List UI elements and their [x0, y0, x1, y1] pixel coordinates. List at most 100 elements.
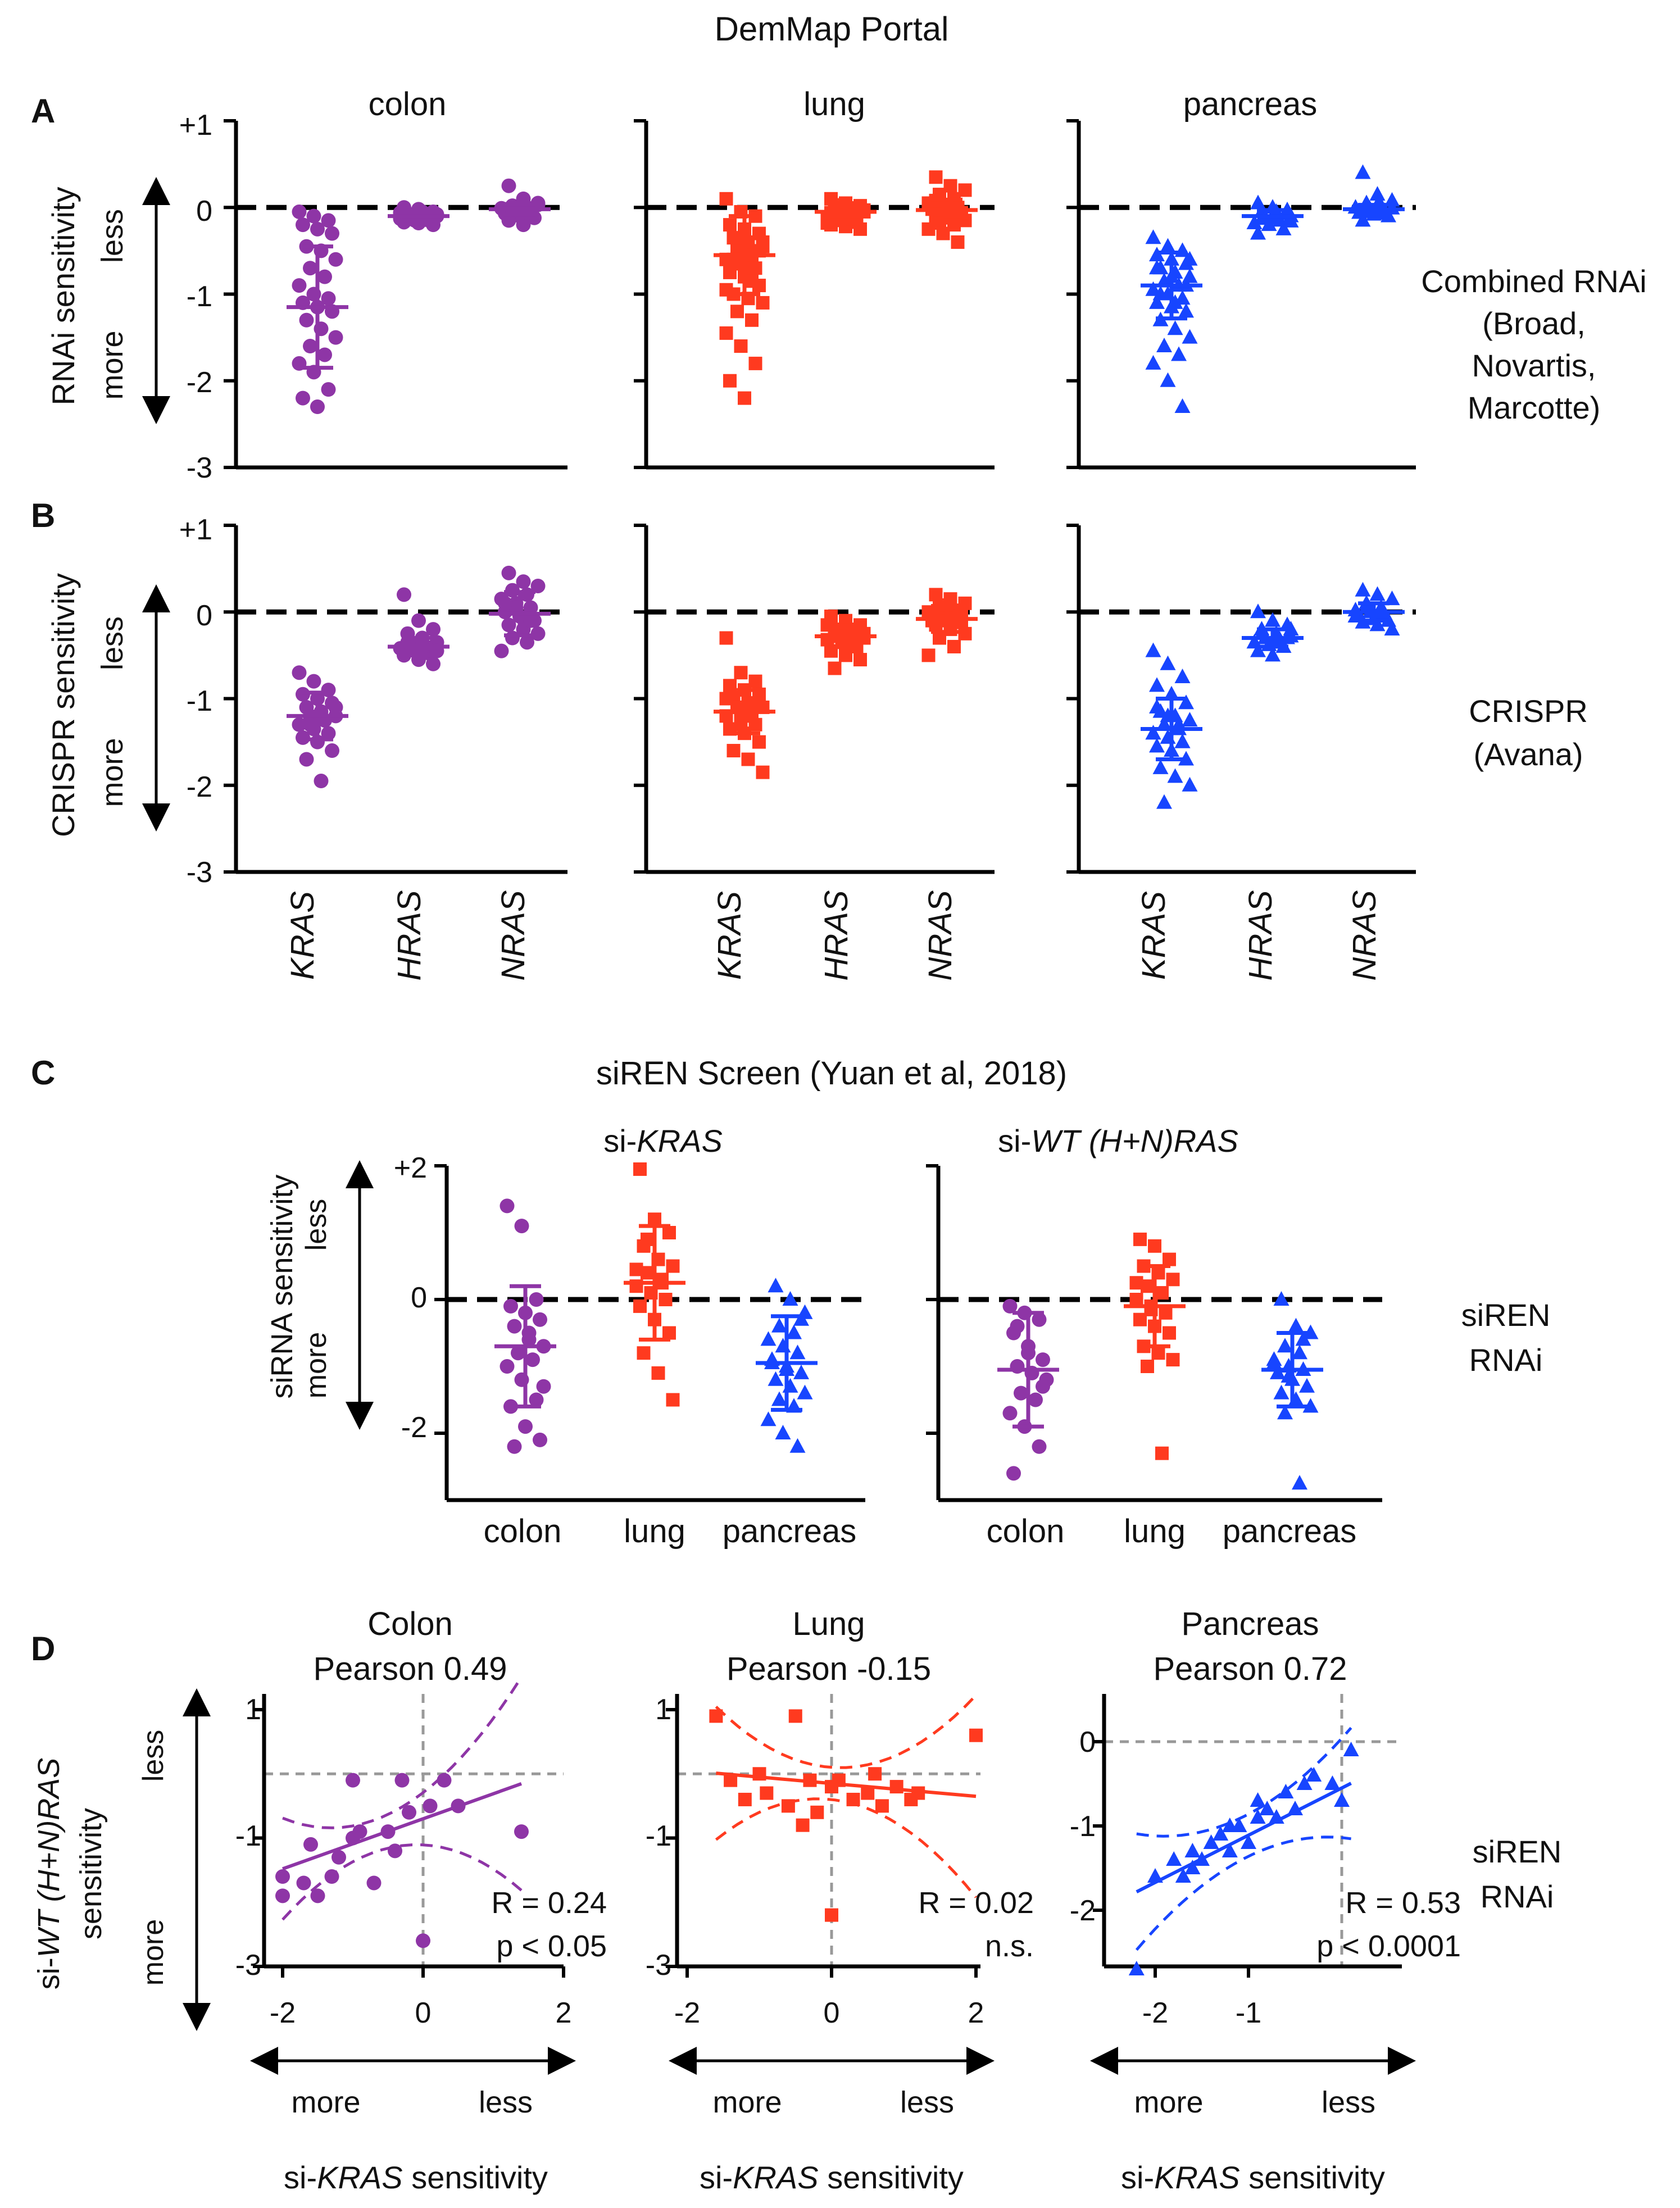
data-point: [748, 696, 762, 710]
data-point: [310, 399, 325, 415]
data-point: [1010, 1319, 1025, 1334]
data-point: [1299, 1378, 1315, 1393]
data-point: [523, 600, 538, 615]
data-point: [1175, 1868, 1191, 1883]
strip-plot-B-colon: [224, 524, 567, 874]
xlabel-prefix: si-: [284, 2160, 317, 2195]
data-point: [738, 1792, 752, 1806]
panel-d-arrow-less: less: [137, 1730, 170, 1782]
data-point: [317, 269, 332, 284]
data-point: [507, 1439, 522, 1454]
data-point: [637, 1346, 651, 1360]
data-point: [760, 1331, 777, 1346]
data-point: [648, 1212, 661, 1226]
d2-x-less: less: [900, 2086, 954, 2119]
gene-label-kras: KRAS: [1136, 891, 1172, 980]
data-point: [748, 356, 762, 370]
data-point: [1288, 1317, 1304, 1333]
data-point: [1036, 1379, 1050, 1394]
d1-xtick-m2: -2: [270, 1997, 296, 2029]
confidence-band-upper: [282, 1676, 523, 1829]
data-point: [525, 1352, 540, 1367]
data-point: [1174, 398, 1191, 414]
data-point: [810, 1805, 824, 1819]
data-point: [1302, 1324, 1319, 1339]
data-point: [1250, 603, 1266, 619]
data-point: [501, 178, 516, 193]
data-point: [796, 1818, 810, 1832]
data-point: [839, 648, 852, 662]
data-point: [768, 1371, 784, 1386]
data-point: [314, 774, 329, 789]
xlabel-gene: KRAS: [317, 2160, 403, 2195]
panel-b-ytick-p1: +1: [179, 514, 212, 546]
data-point: [500, 1359, 515, 1374]
data-point: [1292, 1475, 1307, 1490]
data-point: [1141, 1360, 1154, 1373]
data-point: [1178, 694, 1194, 710]
scatter-plot-pancreas: [1093, 1694, 1402, 1978]
data-point: [1174, 733, 1191, 748]
panel-a-side-label-4: Marcotte): [1468, 390, 1601, 425]
data-point: [719, 631, 733, 645]
data-point: [921, 222, 936, 236]
strip-plot-A-pancreas: [1066, 119, 1416, 470]
data-point: [397, 587, 411, 602]
data-point: [1032, 1312, 1047, 1327]
data-point: [332, 1850, 346, 1865]
data-point: [514, 1824, 529, 1839]
d1-x-more: more: [291, 2086, 360, 2119]
data-point: [1250, 225, 1266, 240]
data-point: [730, 231, 744, 245]
data-point: [853, 653, 867, 667]
panel-d-side-label-2: RNAi: [1481, 1879, 1554, 1914]
subtitle-prefix: si-: [998, 1123, 1031, 1158]
data-point: [797, 1384, 813, 1400]
data-point: [1160, 372, 1176, 387]
data-point: [500, 1198, 515, 1214]
panel-c-ytick-m2: -2: [401, 1411, 427, 1444]
panel-b-ylabel: CRISPR sensitivity: [46, 573, 81, 837]
data-point: [306, 208, 321, 224]
panel-a-ylabel: RNAi sensitivity: [46, 187, 81, 406]
data-point: [659, 1293, 673, 1306]
xlabel-suffix: sensitivity: [819, 2160, 964, 2195]
data-point: [1133, 1232, 1147, 1246]
data-point: [1129, 1276, 1143, 1290]
data-point: [296, 1875, 311, 1891]
data-point: [1128, 1961, 1145, 1975]
d2-r-value: R = 0.02: [918, 1886, 1034, 1920]
data-point: [388, 1843, 402, 1859]
data-point: [296, 390, 310, 406]
data-point: [501, 565, 516, 580]
data-point: [529, 1292, 544, 1307]
data-point: [514, 1219, 529, 1234]
strip-plot-A-colon: [224, 119, 567, 470]
d2-xtick-0: 0: [824, 1997, 840, 2029]
data-point: [352, 1824, 367, 1839]
xlabel-gene: KRAS: [733, 2160, 819, 2195]
panel-c-ytick-0: 0: [411, 1282, 427, 1314]
data-point: [1156, 338, 1172, 353]
data-point: [1343, 1742, 1359, 1756]
data-point: [1166, 1851, 1182, 1866]
data-point: [1266, 1355, 1282, 1370]
panel-d-title-pancreas: Pancreas: [1181, 1606, 1319, 1642]
data-point: [760, 1786, 774, 1800]
data-point: [789, 1438, 806, 1453]
data-point: [1174, 668, 1191, 683]
data-point: [756, 765, 770, 779]
data-point: [788, 1709, 802, 1723]
data-point: [641, 1232, 654, 1246]
data-point: [530, 578, 546, 593]
panel-b-gene-labels: KRAS HRAS NRAS KRAS HRAS NRAS KRAS HRAS …: [284, 890, 1383, 980]
panel-d-pearson-pancreas: Pearson 0.72: [1153, 1651, 1347, 1687]
data-point: [719, 692, 733, 706]
confidence-band-lower: [1135, 1836, 1351, 1951]
data-point: [275, 1888, 290, 1903]
data-point: [1250, 1809, 1266, 1824]
data-point: [533, 1312, 547, 1327]
ylabel-gene: WT (H+N)RAS: [32, 1758, 66, 1957]
d3-ytick-m2: -2: [1070, 1894, 1096, 1927]
